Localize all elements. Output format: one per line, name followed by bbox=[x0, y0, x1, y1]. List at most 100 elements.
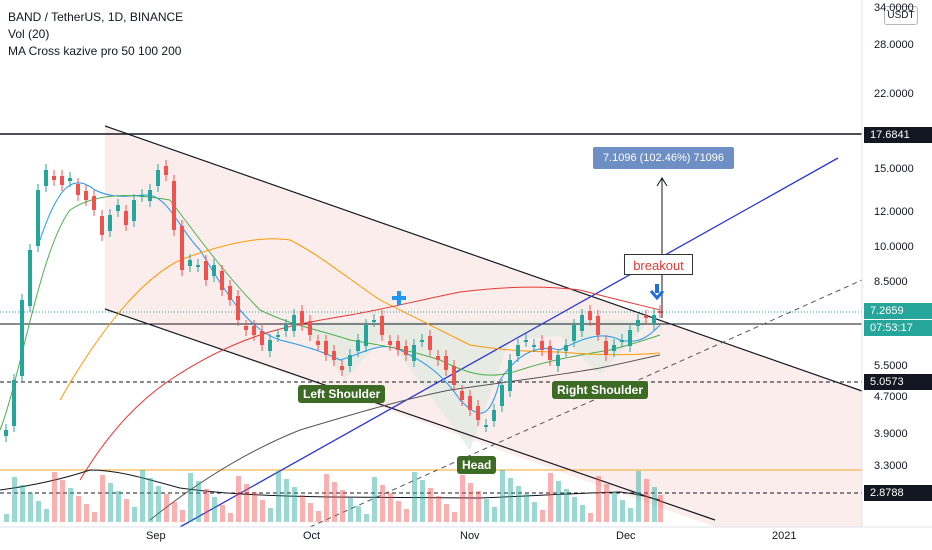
channel-bottom-line bbox=[104, 308, 716, 521]
volume-bar bbox=[156, 486, 161, 522]
candle-body bbox=[524, 340, 528, 342]
price-tag-resistance: 17.6841 bbox=[864, 127, 932, 143]
ma-blue-line bbox=[39, 182, 661, 414]
volume-bar bbox=[548, 473, 553, 522]
candle-body bbox=[196, 265, 200, 267]
volume-bar bbox=[332, 482, 337, 522]
candle-body bbox=[468, 396, 472, 410]
candle-body bbox=[180, 226, 184, 270]
legend-symbol[interactable]: BAND / TetherUS, 1D, BINANCE bbox=[8, 10, 184, 24]
volume-bar bbox=[580, 505, 585, 522]
candle-body bbox=[76, 184, 80, 195]
ma-red-line bbox=[79, 286, 661, 481]
volume-bar bbox=[164, 494, 169, 522]
left-shoulder-label[interactable]: Left Shoulder bbox=[298, 385, 386, 403]
candle-body bbox=[252, 326, 256, 335]
volume-bar bbox=[76, 496, 81, 522]
axis-label: 3.3000 bbox=[874, 460, 908, 472]
candle-body bbox=[332, 351, 336, 360]
volume-bar bbox=[452, 512, 457, 522]
candle-body bbox=[292, 315, 296, 331]
volume-bar bbox=[308, 503, 313, 522]
volume-bar bbox=[220, 505, 225, 522]
volume-bar bbox=[116, 491, 121, 522]
candle-body bbox=[652, 315, 656, 324]
chart-legend: BAND / TetherUS, 1D, BINANCE Vol (20) MA… bbox=[8, 9, 183, 60]
volume-bar bbox=[484, 499, 489, 522]
breakout-label[interactable]: breakout bbox=[624, 254, 693, 275]
plus-marker-icon bbox=[392, 291, 406, 305]
candle-body bbox=[84, 191, 88, 200]
candle-body bbox=[140, 195, 144, 197]
candle-body bbox=[100, 216, 104, 235]
volume-bar bbox=[236, 476, 241, 522]
volume-bar bbox=[364, 514, 369, 522]
candle-body bbox=[148, 190, 152, 201]
right-shoulder-label[interactable]: Right Shoulder bbox=[552, 381, 648, 399]
currency-button[interactable]: USDT bbox=[884, 6, 918, 25]
candle-body bbox=[68, 178, 72, 181]
candle-body bbox=[380, 316, 384, 335]
candle-body bbox=[276, 335, 280, 337]
candle-body bbox=[500, 385, 504, 406]
ma-orange-line bbox=[59, 238, 661, 401]
candle-body bbox=[556, 355, 560, 366]
volume-bar bbox=[36, 501, 41, 522]
candle-body bbox=[364, 325, 368, 346]
pattern-fill bbox=[300, 320, 650, 450]
candle-body bbox=[372, 320, 376, 322]
candle-body bbox=[460, 391, 464, 400]
volume-bar bbox=[324, 474, 329, 522]
time-label: Dec bbox=[616, 530, 636, 542]
down-arrow-icon bbox=[649, 284, 665, 301]
time-label: Oct bbox=[303, 530, 321, 542]
volume-bar bbox=[372, 477, 377, 522]
volume-bar bbox=[612, 492, 617, 522]
volume-bar bbox=[68, 488, 73, 522]
volume-bar bbox=[396, 501, 401, 522]
volume-bar bbox=[132, 507, 137, 522]
candle-body bbox=[268, 340, 272, 351]
volume-bar bbox=[420, 480, 425, 522]
head-label[interactable]: Head bbox=[457, 456, 497, 474]
candle-body bbox=[596, 316, 600, 335]
volume-bar bbox=[20, 485, 25, 522]
volume-bar bbox=[228, 513, 233, 522]
time-label: Sep bbox=[146, 530, 166, 542]
candle-body bbox=[396, 341, 400, 350]
volume-bar bbox=[508, 478, 513, 522]
candles-group bbox=[4, 160, 662, 442]
volume-bar bbox=[540, 510, 545, 522]
volume-bar bbox=[436, 496, 441, 522]
volume-bar bbox=[444, 504, 449, 522]
volume-bar bbox=[52, 472, 57, 522]
candle-body bbox=[132, 200, 136, 221]
measure-label[interactable]: 7.1096 (102.46%) 71096 bbox=[593, 147, 734, 169]
candle-body bbox=[60, 176, 64, 185]
volume-bar bbox=[4, 514, 9, 522]
axis-label: 28.0000 bbox=[874, 39, 914, 51]
legend-ma-cross[interactable]: MA Cross kazive pro 50 100 200 bbox=[8, 44, 182, 58]
candle-body bbox=[588, 311, 592, 320]
volume-ma-line bbox=[0, 469, 661, 501]
neckline-trend bbox=[179, 157, 839, 528]
axis-label: 22.0000 bbox=[874, 88, 914, 100]
volume-bar bbox=[292, 487, 297, 522]
candle-body bbox=[212, 265, 216, 276]
candle-body bbox=[532, 345, 536, 347]
volume-bar bbox=[92, 512, 97, 522]
candle-body bbox=[658, 311, 662, 313]
candle-body bbox=[492, 410, 496, 421]
legend-volume[interactable]: Vol (20) bbox=[8, 27, 50, 41]
candle-body bbox=[476, 406, 480, 420]
volume-bar bbox=[588, 513, 593, 522]
volume-bar bbox=[356, 506, 361, 522]
volume-bar bbox=[44, 509, 49, 522]
volume-bar bbox=[644, 479, 649, 522]
price-tag-support: 5.0573 bbox=[864, 374, 932, 390]
volume-bar bbox=[140, 470, 145, 522]
volume-bar bbox=[388, 493, 393, 522]
volume-bar bbox=[460, 475, 465, 522]
measure-arrow-head bbox=[656, 177, 668, 187]
